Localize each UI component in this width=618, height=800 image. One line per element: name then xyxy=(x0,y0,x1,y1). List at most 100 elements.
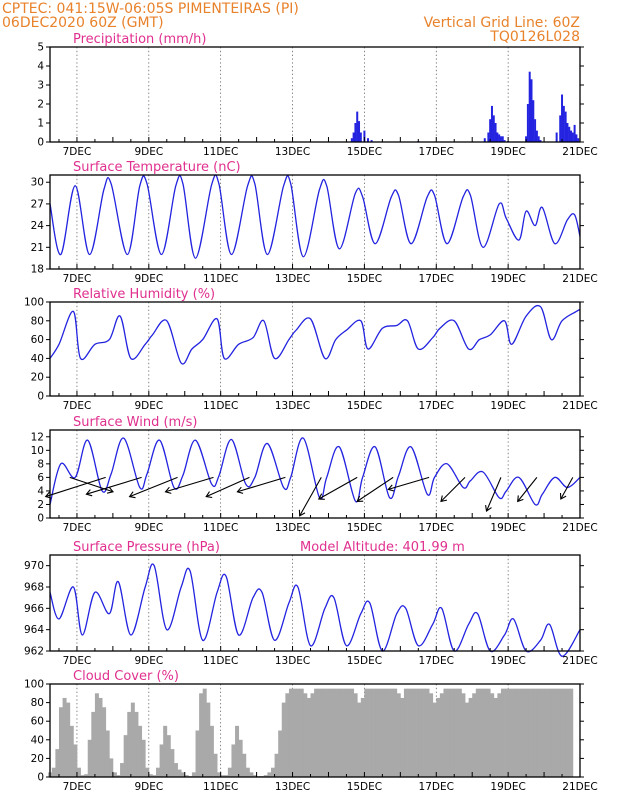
wind-arrow-shaft xyxy=(129,476,178,498)
series-line-wind xyxy=(49,437,581,506)
cloud-column xyxy=(242,753,247,777)
cloud-column xyxy=(389,688,394,777)
cloud-column xyxy=(360,697,365,777)
y-tick-label: 4 xyxy=(37,485,44,497)
cloud-column xyxy=(217,772,222,777)
cloud-column xyxy=(173,763,178,777)
cloud-column xyxy=(120,763,125,777)
cloud-column xyxy=(213,753,218,777)
panel-title-wind: Surface Wind (m/s) xyxy=(73,415,197,430)
x-tick-label: 17DEC xyxy=(419,655,454,667)
y-tick-label: 3 xyxy=(37,80,44,92)
y-tick-label: 60 xyxy=(31,716,44,728)
precip-bar xyxy=(350,138,353,142)
cloud-column xyxy=(486,688,491,777)
cloud-column xyxy=(267,772,272,777)
y-tick-label: 970 xyxy=(24,560,44,572)
precip-bar xyxy=(483,138,486,142)
cloud-column xyxy=(461,693,466,777)
cloud-column xyxy=(145,767,150,777)
cloud-column xyxy=(249,772,254,777)
wind-arrow-head xyxy=(236,486,244,494)
x-tick-label: 9DEC xyxy=(134,146,163,158)
precip-bar xyxy=(577,138,580,142)
cloud-column xyxy=(551,688,556,777)
precip-bar xyxy=(490,105,493,142)
x-tick-label: 7DEC xyxy=(63,146,92,158)
cloud-column xyxy=(285,693,290,777)
y-tick-label: 20 xyxy=(31,372,44,384)
cloud-column xyxy=(184,775,189,777)
x-tick-label: 7DEC xyxy=(63,655,92,667)
wind-arrow-shaft xyxy=(318,476,358,500)
cloud-column xyxy=(490,693,495,777)
precip-bar xyxy=(532,100,535,142)
cloud-column xyxy=(281,702,286,777)
cloud-column xyxy=(224,775,229,777)
x-tick-label: 9DEC xyxy=(134,781,163,793)
cloud-column xyxy=(303,693,308,777)
cloud-column xyxy=(504,688,509,777)
y-tick-label: 1 xyxy=(37,118,44,130)
x-tick-label: 11DEC xyxy=(203,655,238,667)
y-tick-label: 4 xyxy=(37,61,44,73)
precip-bar xyxy=(501,136,504,142)
cloud-column xyxy=(321,688,326,777)
cloud-column xyxy=(220,775,225,777)
cloud-column xyxy=(540,688,545,777)
wind-arrow-head xyxy=(440,495,448,503)
cloud-column xyxy=(429,693,434,777)
precip-bar xyxy=(564,111,567,142)
x-tick-label: 15DEC xyxy=(347,655,382,667)
x-tick-label: 17DEC xyxy=(419,146,454,158)
cloud-column xyxy=(382,688,387,777)
wind-arrow-shaft xyxy=(45,476,106,498)
precip-bar xyxy=(566,123,569,142)
cloud-column xyxy=(421,688,426,777)
cloud-column xyxy=(148,774,153,777)
cloud-column xyxy=(292,688,297,777)
x-tick-label: 21DEC xyxy=(562,273,597,285)
cloud-column xyxy=(500,688,505,777)
precip-bar xyxy=(539,140,542,142)
wind-arrow-shaft xyxy=(206,476,250,498)
x-tick-label: 21DEC xyxy=(562,522,597,534)
series-line-pressure xyxy=(49,563,581,657)
y-tick-label: 60 xyxy=(31,334,44,346)
cloud-column xyxy=(414,688,419,777)
cloud-column xyxy=(112,772,117,777)
wind-arrow-head xyxy=(164,486,172,494)
x-tick-label: 11DEC xyxy=(203,781,238,793)
precip-bar xyxy=(359,132,362,142)
cloud-column xyxy=(288,688,293,777)
precip-bar xyxy=(356,111,359,142)
cloud-column xyxy=(306,697,311,777)
precip-bar xyxy=(496,132,499,142)
precip-bar xyxy=(570,130,573,142)
cloud-column xyxy=(342,688,347,777)
cloud-column xyxy=(76,767,81,777)
wind-arrow-shaft xyxy=(165,476,214,493)
cloud-column xyxy=(368,688,372,777)
cloud-column xyxy=(353,693,358,777)
wind-arrow-shaft xyxy=(517,477,538,502)
cloud-column xyxy=(235,725,240,777)
y-tick-label: 2 xyxy=(37,99,44,111)
y-tick-label: 21 xyxy=(31,242,44,254)
precip-bar xyxy=(358,121,361,142)
precip-bar xyxy=(571,132,574,142)
cloud-column xyxy=(177,769,182,777)
cloud-column xyxy=(116,775,121,777)
x-tick-label: 17DEC xyxy=(419,522,454,534)
cloud-column xyxy=(479,688,484,777)
cloud-column xyxy=(529,688,534,777)
wind-arrow-shaft xyxy=(356,476,394,502)
wind-arrow-head xyxy=(387,484,395,492)
cloud-column xyxy=(134,711,139,777)
cloud-column xyxy=(91,711,96,777)
x-tick-label: 19DEC xyxy=(490,273,525,285)
x-tick-label: 9DEC xyxy=(134,273,163,285)
cloud-column xyxy=(274,753,279,777)
precip-bar xyxy=(537,136,540,142)
cloud-column xyxy=(324,688,329,777)
